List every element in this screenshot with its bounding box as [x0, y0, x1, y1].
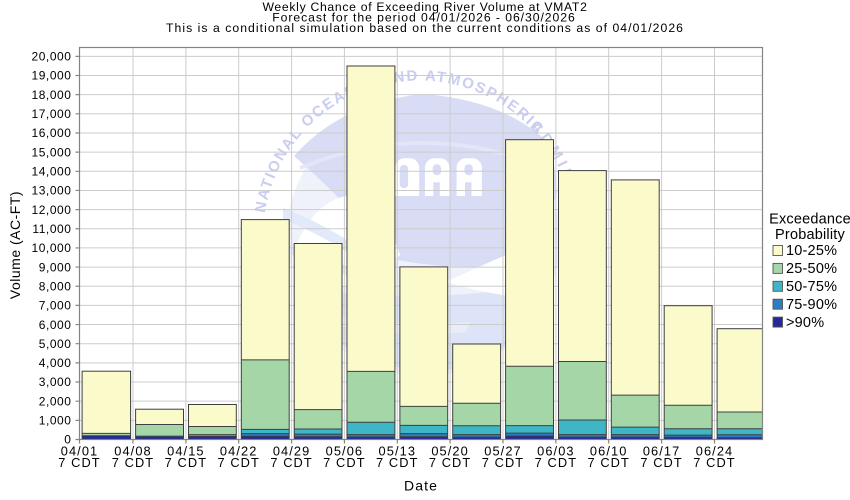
svg-text:2,000: 2,000 [39, 394, 72, 408]
svg-text:7 CDT: 7 CDT [217, 455, 259, 470]
svg-text:7 CDT: 7 CDT [535, 455, 577, 470]
svg-text:7 CDT: 7 CDT [112, 455, 154, 470]
svg-text:10-25%: 10-25% [786, 243, 837, 259]
svg-text:04/08: 04/08 [114, 444, 152, 459]
svg-text:7 CDT: 7 CDT [429, 455, 471, 470]
svg-text:4,000: 4,000 [39, 356, 72, 370]
svg-text:18,000: 18,000 [31, 88, 71, 102]
svg-text:13,000: 13,000 [31, 184, 71, 198]
svg-text:This is a conditional simulati: This is a conditional simulation based o… [166, 21, 684, 35]
svg-text:7 CDT: 7 CDT [640, 455, 682, 470]
svg-text:7 CDT: 7 CDT [323, 455, 365, 470]
svg-text:8,000: 8,000 [39, 279, 72, 293]
svg-text:Exceedance: Exceedance [769, 212, 850, 228]
svg-text:06/10: 06/10 [590, 444, 628, 459]
svg-text:0: 0 [64, 433, 71, 447]
svg-text:04/15: 04/15 [167, 444, 205, 459]
svg-text:10,000: 10,000 [31, 241, 71, 255]
svg-text:5,000: 5,000 [39, 337, 72, 351]
svg-text:19,000: 19,000 [31, 69, 71, 83]
svg-text:05/06: 05/06 [326, 444, 364, 459]
svg-text:Weekly Chance of Exceeding Riv: Weekly Chance of Exceeding River Volume … [262, 0, 587, 14]
svg-text:75-90%: 75-90% [786, 297, 837, 313]
svg-text:7 CDT: 7 CDT [58, 455, 100, 470]
svg-text:11,000: 11,000 [32, 222, 71, 236]
svg-text:7 CDT: 7 CDT [482, 455, 524, 470]
svg-text:Volume (AC-FT): Volume (AC-FT) [7, 191, 23, 299]
svg-text:9,000: 9,000 [39, 260, 72, 274]
svg-text:25-50%: 25-50% [786, 261, 837, 277]
svg-text:05/13: 05/13 [379, 444, 417, 459]
svg-text:3,000: 3,000 [39, 375, 72, 389]
svg-text:05/20: 05/20 [431, 444, 469, 459]
svg-text:7,000: 7,000 [39, 299, 72, 313]
svg-text:7 CDT: 7 CDT [587, 455, 629, 470]
svg-text:>90%: >90% [786, 315, 824, 331]
svg-text:7 CDT: 7 CDT [693, 455, 735, 470]
svg-text:15,000: 15,000 [31, 145, 71, 159]
svg-text:04/22: 04/22 [220, 444, 258, 459]
svg-text:04/01: 04/01 [61, 444, 99, 459]
svg-text:14,000: 14,000 [31, 164, 71, 178]
svg-text:50-75%: 50-75% [786, 279, 837, 295]
svg-text:16,000: 16,000 [31, 126, 71, 140]
svg-text:20,000: 20,000 [31, 50, 71, 64]
svg-text:17,000: 17,000 [31, 107, 71, 121]
svg-text:06/24: 06/24 [696, 444, 734, 459]
svg-text:7 CDT: 7 CDT [270, 455, 312, 470]
svg-text:Forecast for the period 04/01/: Forecast for the period 04/01/2026 - 06/… [272, 11, 575, 25]
svg-text:05/27: 05/27 [484, 444, 522, 459]
svg-text:06/17: 06/17 [643, 444, 681, 459]
svg-text:06/03: 06/03 [537, 444, 575, 459]
svg-text:Probability: Probability [775, 227, 845, 243]
svg-text:04/29: 04/29 [273, 444, 311, 459]
svg-text:7 CDT: 7 CDT [376, 455, 418, 470]
svg-text:1,000: 1,000 [39, 414, 72, 428]
svg-text:6,000: 6,000 [39, 318, 72, 332]
svg-text:7 CDT: 7 CDT [165, 455, 207, 470]
svg-text:Date: Date [404, 478, 438, 494]
svg-text:12,000: 12,000 [31, 203, 71, 217]
